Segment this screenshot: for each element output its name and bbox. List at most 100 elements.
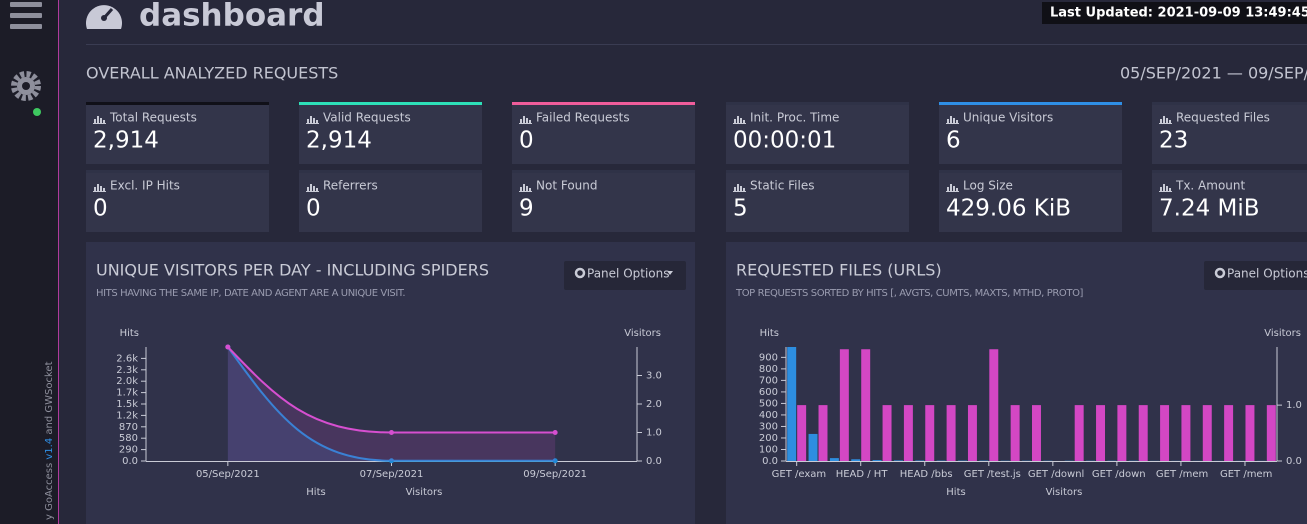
card-icon <box>100 186 102 191</box>
bar <box>967 405 977 461</box>
panel-options-button[interactable] <box>1204 261 1307 290</box>
date-range: 05/SEP/2021 — 09/SEP/2 <box>1120 64 1307 83</box>
card-icon <box>520 119 522 123</box>
card-icon <box>743 188 745 191</box>
card-label: Referrers <box>323 179 378 193</box>
card-icon <box>526 118 528 123</box>
card-icon <box>1160 119 1162 123</box>
bar <box>1032 405 1041 461</box>
card-icon <box>1159 191 1172 192</box>
bar <box>1096 405 1106 461</box>
bar <box>851 459 861 461</box>
card <box>512 102 695 164</box>
credit-text: and GWSocket <box>44 361 55 437</box>
card <box>1152 102 1307 164</box>
y-tick-label: 400 <box>759 410 778 421</box>
card-value: 429.06 KiB <box>946 196 1071 222</box>
card-icon <box>97 116 99 123</box>
card-icon <box>740 186 742 191</box>
card-value: 2,914 <box>93 128 159 154</box>
bar <box>946 405 956 461</box>
card-accent <box>1152 102 1307 105</box>
card-icon <box>1169 120 1171 123</box>
dashboard-icon <box>86 5 122 29</box>
card-icon <box>306 191 319 192</box>
card-icon <box>1160 187 1162 191</box>
card-accent <box>726 102 909 105</box>
settings-icon[interactable] <box>11 71 41 116</box>
card-icon <box>313 186 315 191</box>
legend-item[interactable]: Hits <box>946 487 965 498</box>
menu-icon[interactable] <box>10 2 42 29</box>
card-accent <box>86 170 269 173</box>
y-tick-label: 580 <box>119 433 138 444</box>
bar <box>1117 405 1127 461</box>
panel: UNIQUE VISITORS PER DAY - INCLUDING SPID… <box>86 242 695 524</box>
bar <box>1138 405 1148 461</box>
y-tick-label: 1.2k <box>116 410 138 421</box>
y-tick-label: 600 <box>759 387 778 398</box>
card-icon <box>733 123 746 124</box>
x-tick-label: GET /downl <box>1028 469 1084 480</box>
card-icon <box>733 191 746 192</box>
bar <box>818 405 828 461</box>
y-tick-label: 0.0 <box>762 456 778 467</box>
card <box>86 170 269 232</box>
card-accent <box>86 102 269 105</box>
card <box>299 170 482 232</box>
card-icon <box>953 186 955 191</box>
x-tick-label: 07/Sep/2021 <box>360 469 424 480</box>
section-title: OVERALL ANALYZED REQUESTS <box>86 64 338 83</box>
card-icon <box>529 188 531 191</box>
y-tick-label: 800 <box>759 364 778 375</box>
card-icon <box>310 116 312 123</box>
y-axis-title: Hits <box>760 328 779 339</box>
legend-item[interactable]: Visitors <box>406 487 443 498</box>
panel-options-button[interactable] <box>564 261 686 290</box>
panel-title: UNIQUE VISITORS PER DAY - INCLUDING SPID… <box>96 261 489 280</box>
card-icon <box>956 120 958 123</box>
bar <box>1266 405 1276 461</box>
series-point <box>389 430 394 435</box>
card-icon <box>950 184 952 191</box>
series-point <box>552 430 558 435</box>
y2-tick-label: 2.0 <box>646 399 662 410</box>
card-accent <box>726 170 909 173</box>
card <box>939 170 1122 232</box>
y2-axis-title: Visitors <box>1264 328 1301 339</box>
card-icon <box>1163 184 1165 191</box>
y-tick-label: 0.0 <box>122 456 138 467</box>
card-accent <box>512 102 695 105</box>
card-label: Total Requests <box>109 111 197 125</box>
card-icon <box>523 184 525 191</box>
card-icon <box>734 119 736 123</box>
bar <box>882 405 892 461</box>
x-tick-label: GET /mem <box>1156 469 1208 480</box>
legend-item[interactable]: Hits <box>306 487 325 498</box>
card-accent <box>299 102 482 105</box>
card-label: Tx. Amount <box>1175 179 1246 193</box>
card-icon <box>740 118 742 123</box>
card-value: 2,914 <box>306 128 372 154</box>
card-icon <box>94 187 96 191</box>
card-icon <box>519 191 532 192</box>
panel-options-label: Panel Options <box>587 267 670 281</box>
y-tick-label: 1.5k <box>116 399 138 410</box>
panel: REQUESTED FILES (URLS) TOP REQUESTS SORTE… <box>726 242 1307 524</box>
y-tick-label: 700 <box>759 375 778 386</box>
y-tick-label: 300 <box>759 421 778 432</box>
card-value: 0 <box>519 128 534 154</box>
cards: Total Requests 2,914 Valid Requests 2,914 Fa… <box>86 102 1307 232</box>
bar <box>787 347 797 461</box>
card-icon <box>93 123 106 124</box>
card-label: Static Files <box>750 179 814 193</box>
y2-tick-label: 0.0 <box>1286 456 1302 467</box>
card-accent <box>299 170 482 173</box>
panels: UNIQUE VISITORS PER DAY - INCLUDING SPID… <box>86 242 1307 524</box>
card-accent <box>939 170 1122 173</box>
bar <box>1202 405 1212 461</box>
caret-icon <box>667 271 673 275</box>
card <box>1152 170 1307 232</box>
legend-item[interactable]: Visitors <box>1046 487 1083 498</box>
